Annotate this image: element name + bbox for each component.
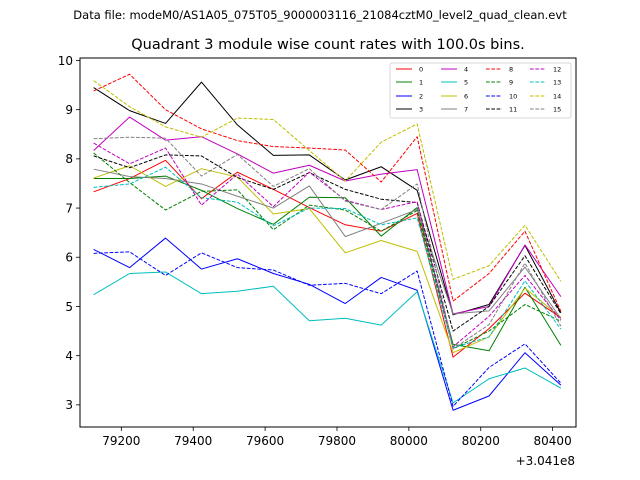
x-tick-label: 79600 <box>246 434 284 448</box>
y-tick-label: 8 <box>65 152 73 166</box>
series-layer <box>93 73 562 411</box>
series-line-6 <box>93 165 562 354</box>
legend-label-1: 1 <box>419 78 423 86</box>
series-line-1 <box>93 175 562 352</box>
legend-label-8: 8 <box>509 65 513 73</box>
x-tick-label: 79200 <box>102 434 140 448</box>
y-tick-label: 6 <box>65 251 73 265</box>
plot-background <box>80 58 576 427</box>
series-line-5 <box>93 271 562 404</box>
plot-area: 79200 79400 79600 79800 80000 80200 80400 3 4 5 6… <box>58 54 577 448</box>
legend-frame <box>389 62 572 119</box>
y-tick-label: 3 <box>65 398 73 412</box>
chart-title: Quadrant 3 module wise count rates with … <box>131 37 525 53</box>
series-line-8 <box>93 73 562 312</box>
legend-label-10: 10 <box>509 92 517 100</box>
x-tick-label: 80200 <box>462 434 500 448</box>
legend-label-14: 14 <box>553 92 561 100</box>
series-line-0 <box>93 159 562 358</box>
x-tick-label: 79800 <box>318 434 356 448</box>
series-line-3 <box>93 81 562 316</box>
legend-label-12: 12 <box>553 65 561 73</box>
y-tick-label: 10 <box>58 54 73 68</box>
y-tick-label: 4 <box>65 349 73 363</box>
series-line-14 <box>93 80 562 282</box>
series-line-9 <box>93 152 562 350</box>
y-axis: 3 4 5 6 7 8 9 10 <box>58 54 80 412</box>
series-line-11 <box>93 154 562 332</box>
x-tick-label: 80400 <box>534 434 572 448</box>
data-file-label: Data file: modeM0/AS1A05_075T05_90000031… <box>73 8 567 22</box>
axes-frame <box>79 57 577 428</box>
series-line-7 <box>93 168 562 320</box>
series-line-10 <box>93 251 562 407</box>
series-line-15 <box>93 136 562 350</box>
series-line-12 <box>93 142 562 348</box>
series-line-13 <box>93 166 562 349</box>
legend-label-3: 3 <box>419 105 423 113</box>
x-axis: 79200 79400 79600 79800 80000 80200 80400 <box>102 427 572 448</box>
legend-label-15: 15 <box>553 105 561 113</box>
legend-label-11: 11 <box>509 105 517 113</box>
legend-label-4: 4 <box>464 65 468 73</box>
y-tick-label: 7 <box>65 201 73 215</box>
legend-label-7: 7 <box>464 105 468 113</box>
legend-label-5: 5 <box>464 78 468 86</box>
legend-label-6: 6 <box>464 92 468 100</box>
y-tick-label: 9 <box>65 103 73 117</box>
y-tick-label: 5 <box>65 300 73 314</box>
x-tick-label: 80000 <box>390 434 428 448</box>
legend-label-9: 9 <box>509 78 513 86</box>
legend-label-2: 2 <box>419 92 423 100</box>
x-tick-label: 79400 <box>174 434 212 448</box>
legend-label-13: 13 <box>553 78 561 86</box>
legend-label-0: 0 <box>419 65 423 73</box>
series-line-2 <box>93 237 562 411</box>
series-line-4 <box>93 116 562 315</box>
x-offset-label: +3.041e8 <box>516 454 575 468</box>
